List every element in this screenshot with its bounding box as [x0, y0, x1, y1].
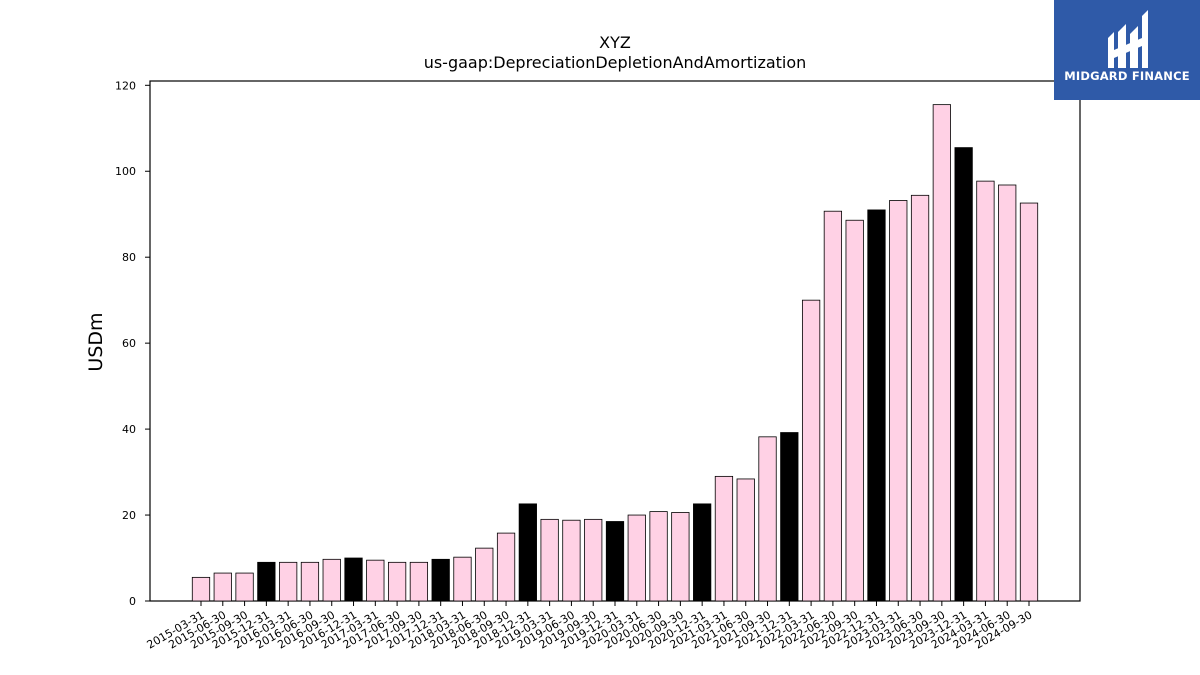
chart-title: XYZ [599, 33, 631, 52]
y-axis: 0 20 40 60 80 100 120 [115, 79, 150, 608]
y-tick-label: 40 [122, 423, 136, 436]
bar-2015-06-30 [213, 572, 232, 602]
y-tick-label: 120 [115, 79, 136, 92]
bar-2015-12-31 [257, 561, 276, 602]
bar-2017-06-30 [387, 561, 407, 602]
bar-2021-09-30 [758, 436, 777, 602]
x-axis: 2015-03-312015-06-302015-09-302015-12-31… [145, 601, 1035, 652]
bar-2019-06-30 [562, 519, 581, 602]
bar-2021-03-31 [714, 475, 734, 602]
bar-2019-12-31 [605, 521, 625, 602]
y-tick-label: 80 [122, 251, 136, 264]
bar-2021-06-30 [736, 478, 755, 602]
y-tick-label: 0 [129, 595, 136, 608]
bar-2020-06-30 [649, 511, 668, 602]
bar-2016-06-30 [300, 561, 320, 602]
bar-2024-09-30 [1019, 202, 1039, 602]
midgard-logo-icon [1108, 10, 1148, 68]
bar-2024-06-30 [998, 184, 1017, 602]
bar-2023-12-31 [954, 147, 973, 602]
y-tick-label: 60 [122, 337, 136, 350]
brand-logo-text: MIDGARD FINANCE [1064, 69, 1190, 83]
bar-2018-09-30 [496, 532, 516, 602]
bar-2022-12-31 [867, 209, 886, 602]
y-tick-label: 20 [122, 509, 136, 522]
bar-2018-06-30 [475, 547, 494, 602]
bar-2024-03-31 [976, 180, 995, 602]
bar-2022-03-31 [801, 299, 821, 602]
bar-2020-12-31 [693, 503, 712, 602]
brand-logo: MIDGARD FINANCE [1054, 0, 1200, 100]
bar-2016-12-31 [344, 557, 363, 602]
bar-2018-12-31 [518, 503, 537, 602]
bar-2023-06-30 [910, 194, 930, 602]
bar-2019-09-30 [584, 518, 603, 602]
bar-2015-03-31 [191, 576, 211, 602]
bar-2023-09-30 [932, 104, 951, 602]
bars-group [191, 104, 1039, 602]
y-tick-label: 100 [115, 165, 136, 178]
bar-2015-09-30 [235, 572, 254, 602]
bar-2017-12-31 [431, 558, 450, 602]
y-axis-label: USDm [85, 312, 107, 371]
bar-2022-09-30 [845, 219, 864, 602]
bar-2020-09-30 [671, 512, 690, 602]
bar-2020-03-31 [627, 514, 646, 602]
bar-2022-06-30 [823, 210, 843, 602]
bar-2017-03-31 [366, 559, 385, 602]
chart-subtitle: us-gaap:DepreciationDepletionAndAmortiza… [424, 53, 807, 72]
bar-2018-03-31 [453, 556, 472, 602]
bar-2017-09-30 [409, 561, 429, 602]
bar-2021-12-31 [780, 432, 799, 602]
bar-2016-03-31 [279, 561, 298, 602]
bar-2019-03-31 [540, 518, 559, 602]
bar-2023-03-31 [889, 200, 908, 602]
bar-2016-09-30 [322, 558, 341, 602]
